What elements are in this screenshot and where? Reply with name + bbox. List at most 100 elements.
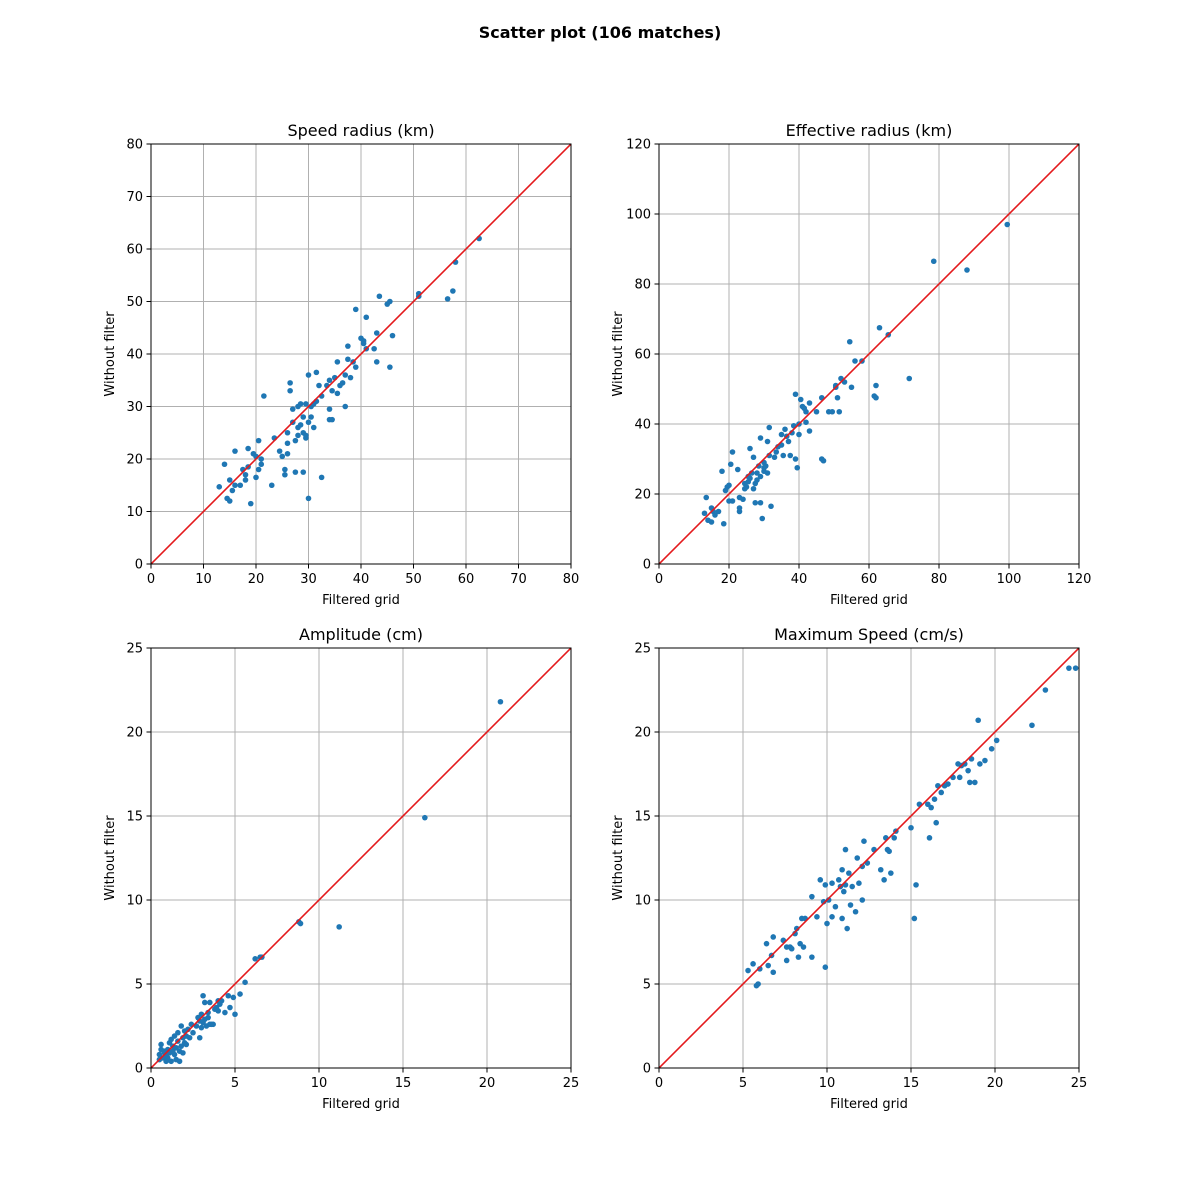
data-point [785, 438, 792, 445]
data-point [303, 432, 309, 439]
data-point [829, 914, 835, 920]
data-point [345, 356, 351, 363]
identity-line [659, 144, 1079, 564]
data-point [242, 471, 249, 478]
y-tick-label: 0 [135, 558, 143, 573]
data-point [247, 500, 254, 507]
data-point [877, 866, 884, 873]
y-tick-label: 20 [634, 488, 651, 503]
data-point [844, 925, 850, 932]
data-point [938, 789, 945, 796]
data-point [347, 374, 354, 381]
x-tick-label: 25 [1071, 1076, 1088, 1091]
data-point [245, 445, 251, 452]
data-point [190, 1029, 196, 1036]
data-point [778, 431, 785, 438]
data-point [757, 473, 764, 480]
data-point [847, 902, 854, 908]
data-point [928, 804, 934, 811]
data-point [329, 387, 335, 394]
x-tick-label: 5 [739, 1076, 747, 1091]
x-tick-label: 80 [931, 572, 948, 587]
data-point [387, 364, 393, 370]
figure-suptitle: Scatter plot (106 matches) [479, 23, 722, 42]
data-point [747, 475, 753, 482]
data-point [972, 779, 978, 786]
data-point [226, 477, 233, 483]
data-point [822, 964, 829, 970]
data-point [770, 969, 777, 976]
data-point [326, 377, 333, 384]
data-point [809, 893, 815, 900]
data-point [316, 382, 322, 389]
data-point [444, 296, 451, 302]
data-point [186, 1034, 193, 1041]
data-point [303, 401, 309, 407]
identity-line [151, 144, 571, 564]
data-point [829, 408, 836, 415]
y-axis-label: Without filter [611, 815, 626, 901]
data-point [1042, 687, 1049, 693]
x-axis-label: Filtered grid [322, 593, 400, 608]
data-point [352, 306, 359, 313]
data-point [846, 870, 852, 876]
x-tick-label: 10 [819, 1076, 836, 1091]
data-point [788, 945, 795, 952]
data-point [282, 466, 288, 473]
data-point [158, 1041, 164, 1048]
data-point [292, 437, 299, 444]
data-point [497, 698, 504, 705]
data-point [852, 358, 858, 364]
data-point [755, 981, 761, 987]
data-point [258, 461, 265, 468]
data-point [727, 461, 734, 468]
data-point [846, 338, 853, 345]
x-tick-label: 50 [405, 572, 422, 587]
y-tick-label: 25 [634, 642, 651, 657]
data-point [945, 781, 951, 787]
data-point [824, 920, 830, 927]
y-tick-label: 60 [126, 243, 143, 258]
data-point [854, 855, 861, 861]
y-tick-label: 20 [126, 453, 143, 468]
x-tick-label: 0 [147, 1076, 155, 1091]
panels: 0 10 20 30 40 50 60 70 8001020304050607080Speed … [103, 121, 1091, 1112]
y-tick-label: 60 [634, 348, 651, 363]
data-point [363, 314, 370, 321]
data-point [258, 456, 265, 462]
data-point [253, 474, 259, 481]
data-point [814, 914, 820, 920]
data-point [318, 474, 325, 481]
subplot-3: 0 5 10 15 20 25 0 5 10 15 20 25 Amplitude (cm) Filter… [103, 625, 579, 1112]
data-point [198, 1024, 205, 1031]
y-tick-label: 80 [634, 278, 651, 293]
data-point [836, 408, 843, 415]
data-point [297, 920, 304, 927]
y-tick-label: 5 [643, 978, 651, 993]
subplot-title: Amplitude (cm) [299, 625, 423, 644]
y-tick-label: 25 [126, 642, 143, 657]
data-point [287, 387, 293, 394]
x-tick-label: 40 [353, 572, 370, 587]
data-point [849, 883, 855, 890]
data-point [765, 962, 771, 969]
data-point [754, 477, 760, 483]
data-point [964, 267, 970, 273]
data-layer [151, 648, 571, 1068]
x-tick-label: 0 [147, 572, 155, 587]
y-tick-label: 40 [634, 418, 651, 433]
x-tick-label: 15 [903, 1076, 920, 1091]
data-point [334, 390, 341, 397]
data-point [797, 396, 804, 403]
data-point [300, 469, 307, 475]
data-point [171, 1051, 178, 1058]
data-point [839, 915, 845, 922]
data-point [795, 954, 802, 960]
data-point [913, 882, 919, 888]
data-point [207, 999, 213, 1006]
data-point [387, 298, 393, 305]
data-point [708, 519, 715, 525]
data-point [803, 419, 809, 426]
data-point [720, 520, 727, 527]
